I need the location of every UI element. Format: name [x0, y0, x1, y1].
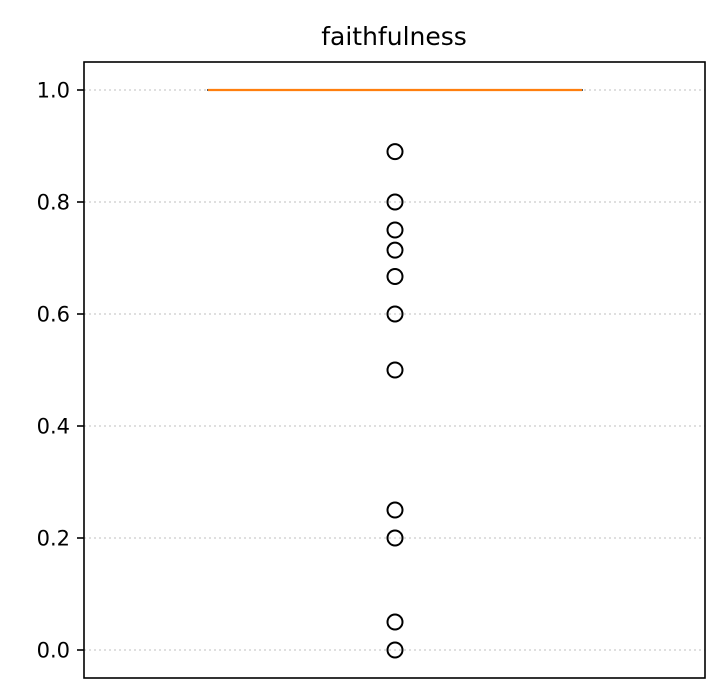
chart-title: faithfulness: [321, 22, 467, 51]
outlier-point: [386, 613, 404, 631]
y-tick-label: 0.4: [37, 415, 70, 439]
outlier-point: [386, 529, 404, 547]
outlier-points: [386, 143, 404, 659]
outlier-point: [386, 241, 404, 259]
y-tick-label: 0.0: [37, 639, 70, 663]
outlier-point: [386, 193, 404, 211]
y-axis-ticks: 0.0 0.2 0.4 0.6 0.8 1.0: [37, 79, 84, 663]
outlier-point: [386, 361, 404, 379]
outlier-point: [386, 267, 404, 285]
outlier-point: [386, 221, 404, 239]
outlier-point: [386, 143, 404, 161]
y-tick-label: 0.8: [37, 191, 70, 215]
outlier-point: [386, 641, 404, 659]
plot-frame: [83, 61, 706, 679]
y-tick-label: 1.0: [37, 79, 70, 103]
y-tick-label: 0.6: [37, 303, 70, 327]
outlier-point: [386, 305, 404, 323]
outlier-point: [386, 501, 404, 519]
y-tick-label: 0.2: [37, 527, 70, 551]
